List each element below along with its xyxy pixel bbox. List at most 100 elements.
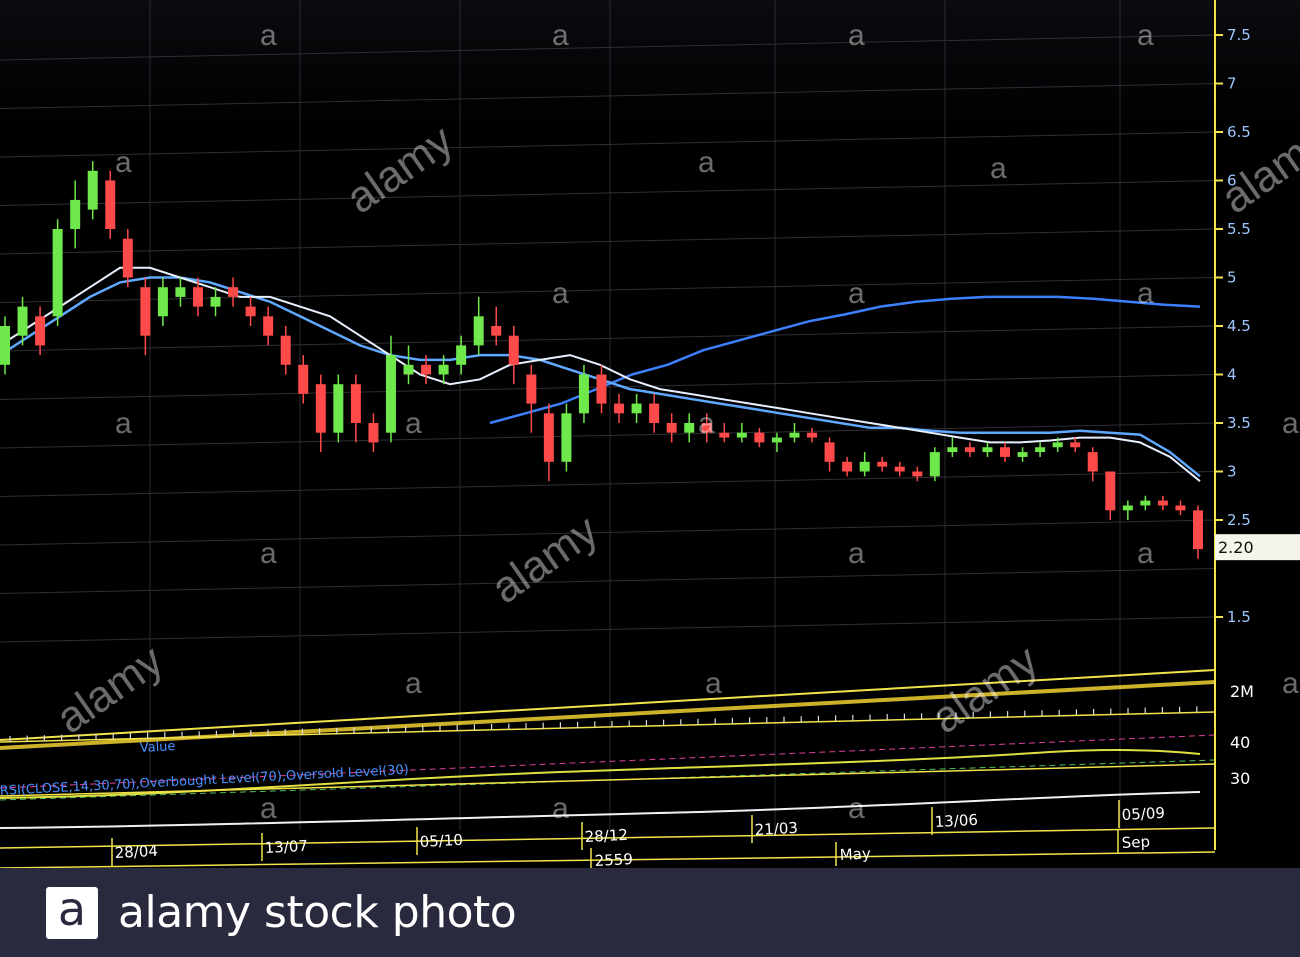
rsi-panel-bottom	[0, 763, 1216, 797]
watermark-glyph: a	[1137, 19, 1154, 52]
candle-body	[649, 403, 660, 423]
candle-body	[964, 447, 975, 453]
candle-body	[526, 374, 537, 404]
candle-body	[350, 384, 361, 423]
watermark-glyph: a	[260, 537, 277, 570]
candle-body	[438, 364, 449, 375]
candle-body	[1193, 510, 1203, 550]
candle-body	[456, 345, 467, 365]
candle-body	[543, 413, 554, 462]
footer-banner: a alamy stock photo	[0, 868, 1300, 957]
candle-body	[403, 364, 414, 375]
price-tick-label: 6	[1227, 172, 1237, 190]
candle-body	[333, 384, 344, 433]
grid-line-h	[0, 180, 1216, 206]
value-line	[0, 791, 1201, 829]
candle-body	[578, 374, 589, 414]
grid-line-h	[0, 471, 1216, 497]
candle-body	[421, 364, 432, 375]
candle-body	[1000, 447, 1011, 457]
grid-line-h	[0, 568, 1216, 594]
candle-body	[1052, 442, 1063, 448]
grid-line-h	[0, 131, 1216, 158]
period-tick-label: May	[839, 844, 871, 864]
watermark-glyph: a	[405, 407, 422, 440]
candle-body	[877, 461, 888, 467]
grid-line-h	[0, 83, 1216, 109]
chart-screen: RSI(CLOSE,14,30,70),Overbought Level(70)…	[0, 0, 1300, 868]
indicator-panels: RSI(CLOSE,14,30,70),Overbought Level(70)…	[0, 669, 1216, 868]
candle-body	[491, 326, 502, 336]
candle-body	[1140, 500, 1151, 506]
candle-body	[929, 452, 940, 477]
price-tick-label: 5	[1227, 269, 1237, 287]
candle-body	[157, 287, 168, 317]
candle-body	[789, 432, 800, 438]
candle-body	[1105, 471, 1116, 511]
rsi-panel-top	[0, 711, 1216, 743]
candle-body	[701, 423, 712, 433]
candle-body	[719, 432, 730, 438]
grid-line-h	[0, 422, 1216, 449]
watermark-glyph: a	[552, 792, 569, 825]
watermark-glyph: a	[405, 667, 422, 700]
oversold-line	[0, 759, 1216, 801]
candle-body	[105, 180, 116, 229]
candle-body	[263, 316, 274, 336]
candles	[0, 161, 1203, 559]
watermark-glyph: a	[1282, 407, 1299, 440]
watermark-glyph: a	[705, 667, 722, 700]
price-tick-label: 7.5	[1227, 26, 1251, 44]
grid-lines	[0, 0, 1216, 830]
watermark-glyph: a	[1137, 537, 1154, 570]
date-panel-bottom	[0, 851, 1216, 868]
candle-body	[1087, 452, 1098, 472]
candle-body	[631, 403, 642, 414]
candle-body	[122, 238, 133, 278]
watermark-glyph: a	[552, 19, 569, 52]
grid-line-h	[0, 519, 1216, 546]
grid-line-h	[0, 228, 1216, 255]
candle-body	[859, 461, 870, 472]
candle-body	[561, 413, 572, 462]
candle-body	[228, 287, 239, 297]
candle-body	[1175, 505, 1186, 511]
candle-body	[947, 447, 958, 453]
candle-body	[192, 287, 203, 307]
candle-body	[1017, 452, 1028, 457]
candle-body	[385, 355, 396, 433]
watermark-glyph: a	[848, 792, 865, 825]
candle-body	[35, 316, 46, 346]
watermark-glyph: a	[552, 277, 569, 310]
alamy-logo: a	[46, 886, 98, 939]
ma-slow-line	[489, 295, 1201, 425]
date-tick-label: 13/06	[934, 811, 978, 831]
watermark-glyph: a	[848, 277, 865, 310]
date-tick-label: 28/12	[584, 826, 628, 846]
candle-body	[1070, 442, 1081, 448]
candle-body	[315, 384, 326, 433]
brand-text: alamy stock photo	[118, 887, 517, 938]
price-tick-label: 6.5	[1227, 123, 1251, 141]
price-tick-label: 1.5	[1227, 608, 1251, 626]
candle-body	[52, 229, 63, 317]
date-tick-label: 05/09	[1121, 804, 1165, 824]
candle-body	[70, 199, 81, 229]
period-tick-label: Sep	[1121, 833, 1150, 852]
candle-body	[298, 364, 309, 394]
candle-body	[368, 423, 379, 443]
watermark-glyph: a	[990, 152, 1007, 185]
candle-body	[842, 461, 853, 472]
watermark-glyph: a	[260, 792, 277, 825]
ma-fast-line	[0, 266, 1201, 482]
candle-body	[684, 423, 695, 433]
price-tick-label: 3	[1227, 463, 1237, 481]
date-tick-label: 05/10	[419, 831, 463, 851]
price-tick-label: 7	[1227, 75, 1237, 93]
candle-body	[280, 335, 291, 365]
candle-body	[1122, 505, 1133, 511]
candle-body	[1157, 500, 1168, 506]
candle-body	[210, 296, 221, 307]
watermark-glyph: a	[698, 146, 715, 179]
price-tick-label: 4	[1227, 366, 1237, 384]
